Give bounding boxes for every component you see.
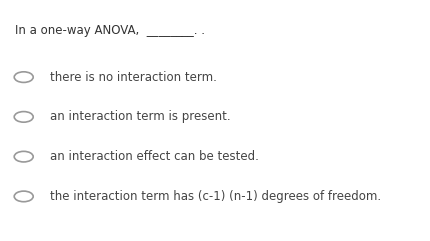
Text: the interaction term has (c-1) (n-1) degrees of freedom.: the interaction term has (c-1) (n-1) deg… xyxy=(49,190,380,203)
Text: an interaction effect can be tested.: an interaction effect can be tested. xyxy=(49,150,258,163)
Text: there is no interaction term.: there is no interaction term. xyxy=(49,71,216,84)
Circle shape xyxy=(14,112,33,122)
Circle shape xyxy=(14,72,33,82)
Circle shape xyxy=(14,151,33,162)
Circle shape xyxy=(14,191,33,202)
Text: In a one-way ANOVA,  ________. .: In a one-way ANOVA, ________. . xyxy=(15,24,205,37)
Text: an interaction term is present.: an interaction term is present. xyxy=(49,110,230,123)
